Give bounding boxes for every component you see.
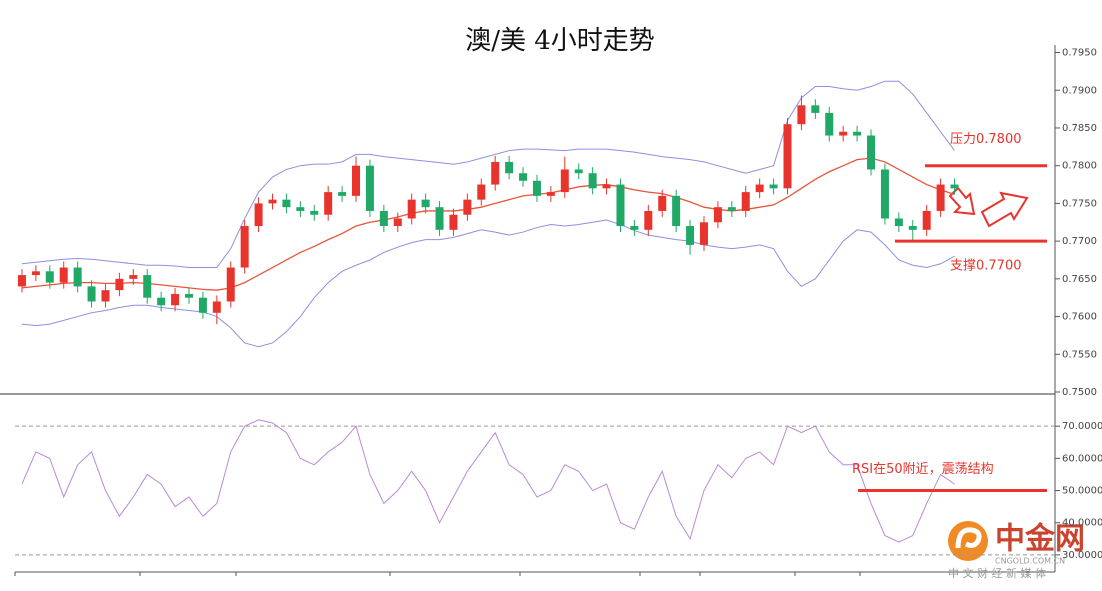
candle-body (198, 297, 207, 313)
candle-body (449, 214, 458, 230)
candle-body (45, 271, 54, 283)
logo-swirl (955, 527, 982, 549)
y-tick-label: 40.0000 (1062, 518, 1102, 529)
candle-body (226, 267, 235, 302)
watermark-name: 中金网 (995, 522, 1085, 557)
candle-body (588, 173, 597, 189)
candle-body (491, 161, 500, 185)
series-line (21, 80, 955, 269)
candle-body (282, 199, 291, 208)
annotation-text: 支撑0.7700 (950, 259, 1022, 274)
candle-body (143, 275, 152, 298)
candle-body (519, 173, 528, 181)
candle-body (574, 169, 583, 174)
candle-body (741, 192, 750, 211)
annotation-text: RSI在50附近，震荡结构 (852, 462, 994, 477)
candle-body (129, 275, 138, 279)
y-tick-label: 0.7700 (1062, 236, 1097, 247)
candle-body (839, 131, 848, 136)
watermark-domain: CNGOLD.COM.CN (995, 557, 1065, 566)
candle-body (393, 218, 402, 227)
candle-body (880, 169, 889, 219)
y-tick-label: 0.7900 (1062, 85, 1097, 96)
candle-body (463, 199, 472, 215)
y-tick-label: 0.7850 (1062, 123, 1097, 134)
candle-body (379, 210, 388, 227)
y-tick-label: 0.7550 (1062, 349, 1097, 360)
candle-body (630, 226, 639, 230)
arrows (948, 186, 1029, 228)
candle-body (811, 105, 820, 113)
candle-body (73, 267, 82, 287)
candle-body (421, 199, 430, 208)
candle-body (936, 184, 945, 211)
candle-body (101, 290, 110, 302)
candle-body (853, 131, 862, 136)
candle-body (296, 207, 305, 211)
candle-body (435, 207, 444, 230)
candle-body (212, 301, 221, 313)
y-tick-label: 0.7750 (1062, 198, 1097, 209)
watermark: 中金网 CNGOLD.COM.CN 中 文 财 经 新 媒 体 (948, 521, 1085, 580)
candle-body (686, 226, 695, 245)
y-tick-label: 30.0000 (1062, 550, 1102, 561)
y-tick-label: 70.0000 (1062, 421, 1102, 432)
series-line (21, 219, 955, 348)
candle-body (59, 267, 68, 283)
candle-body (602, 184, 611, 189)
candle-body (157, 297, 166, 306)
candle-body (268, 199, 277, 204)
candle-body (755, 184, 764, 193)
candle-body (477, 184, 486, 200)
candle-body (254, 203, 263, 227)
candle-body (31, 271, 40, 276)
candle-body (240, 226, 249, 268)
candle-body (324, 192, 333, 215)
candle-body (532, 180, 541, 196)
candle-body (87, 286, 96, 302)
y-tick-label: 60.0000 (1062, 453, 1102, 464)
candle-body (546, 192, 555, 196)
series-line (21, 157, 955, 291)
candle-body (769, 184, 778, 189)
candle-body (908, 226, 917, 230)
annotation-text: 压力0.7800 (950, 132, 1022, 147)
candle-body (783, 124, 792, 189)
candle-body (727, 207, 736, 211)
candle-body (171, 293, 180, 306)
y-tick-label: 0.7500 (1062, 387, 1097, 398)
candle-body (658, 195, 667, 211)
candle-body (407, 199, 416, 219)
candle-body (672, 195, 681, 227)
candle-body (950, 184, 959, 189)
candle-body (797, 105, 806, 125)
chart-title: 澳/美 4小时走势 (465, 26, 655, 56)
y-tick-label: 0.7950 (1062, 48, 1097, 59)
x-ticks (14, 572, 861, 576)
candle-body (560, 169, 569, 193)
candle-body (825, 112, 834, 136)
candle-body (922, 210, 931, 230)
candle-body (115, 278, 124, 291)
watermark-slogan: 中 文 财 经 新 媒 体 (948, 566, 1046, 580)
y-tick-label: 0.7650 (1062, 274, 1097, 285)
y-tick-label: 0.7600 (1062, 312, 1097, 323)
candle-body (352, 165, 361, 196)
candle-body (184, 293, 193, 298)
y-tick-label: 50.0000 (1062, 486, 1102, 497)
y-tick-label: 0.7800 (1062, 161, 1097, 172)
candle-body (644, 210, 653, 230)
candle-body (365, 165, 374, 211)
candle-body (505, 161, 514, 174)
candle-body (699, 222, 708, 245)
candle-body (616, 184, 625, 227)
candle-body (17, 275, 26, 287)
candle-body (867, 135, 876, 170)
candle-body (713, 207, 722, 223)
series-line (21, 419, 955, 543)
candle-body (310, 210, 319, 215)
candle-body (894, 218, 903, 227)
candle-body (338, 192, 347, 196)
